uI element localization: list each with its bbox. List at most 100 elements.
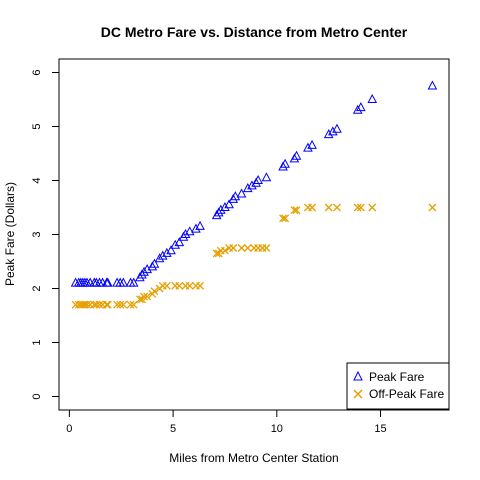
off-peak-fare-point (324, 203, 333, 212)
peak-fare-point (253, 174, 263, 184)
off-peak-fare-point (116, 300, 125, 309)
y-tick-label: 0 (31, 393, 43, 399)
data-points (70, 80, 438, 309)
plot-frame (58, 58, 450, 411)
y-tick-label: 6 (31, 69, 43, 75)
y-tick-label: 5 (31, 123, 43, 129)
plot-area (58, 58, 450, 411)
off-peak-fare-point (143, 292, 152, 301)
off-peak-fare-point (281, 214, 290, 223)
off-peak-fare-point (229, 244, 238, 252)
peak-fare-point (323, 129, 334, 139)
off-peak-fare-point (262, 244, 271, 252)
off-peak-fare-point (243, 244, 252, 252)
legend-peak-fare: Peak Fare (369, 370, 425, 384)
off-peak-fare-point (212, 249, 221, 258)
off-peak-fare-point (103, 300, 112, 309)
peak-fare-point (191, 223, 201, 233)
peak-fare-point (118, 277, 129, 287)
legend-off-peak-fare: Off-Peak Fare (369, 387, 444, 401)
off-peak-fare-point (290, 206, 299, 215)
peak-fare-point (356, 102, 366, 112)
peak-fare-point (162, 247, 172, 257)
peak-fare-point (289, 153, 300, 163)
y-tick-label: 4 (31, 177, 43, 183)
off-peak-fare-point (196, 281, 205, 290)
peak-fare-point (166, 245, 176, 255)
y-tick-label: 1 (31, 339, 43, 345)
off-peak-fare-point (162, 281, 171, 290)
peak-fare-point (211, 210, 222, 220)
y-axis-label: Peak Fare (Dollars) (3, 182, 17, 286)
peak-fare-point (170, 239, 181, 249)
peak-fare-point (427, 80, 438, 90)
x-axis: 0 5 10 15 (66, 409, 387, 435)
x-tick-label: 15 (374, 423, 386, 435)
peak-fare-point (247, 180, 257, 190)
peak-fare-point (213, 207, 224, 217)
peak-fare-point (228, 193, 239, 203)
peak-fare-point (280, 158, 290, 168)
peak-fare-point (157, 250, 168, 260)
peak-fare-point (154, 253, 165, 263)
peak-fare-point (184, 226, 195, 236)
off-peak-fare-point (83, 300, 91, 309)
off-peak-fare-point (150, 287, 159, 296)
off-peak-fare-point (279, 214, 288, 223)
off-peak-fare-point (92, 300, 101, 309)
off-peak-fare-point (308, 203, 317, 212)
off-peak-fare-point (428, 203, 437, 212)
peak-fare-point (102, 277, 113, 287)
off-peak-fare-point (102, 300, 111, 309)
x-tick-label: 0 (66, 423, 72, 435)
peak-fare-point (327, 126, 338, 136)
peak-fare-point (139, 266, 149, 276)
peak-fare-point (174, 237, 185, 247)
off-peak-fare-point (220, 246, 229, 255)
off-peak-fare-point (119, 300, 128, 309)
peak-fare-point (242, 183, 253, 193)
peak-fare-point (307, 139, 317, 149)
peak-fare-point (251, 177, 261, 187)
peak-fare-point (137, 269, 147, 279)
peak-fare-point (220, 201, 230, 211)
legend-box (346, 362, 450, 410)
off-peak-fare-point (175, 281, 184, 290)
y-tick-label: 2 (31, 285, 43, 291)
x-tick-label: 10 (271, 423, 283, 435)
off-peak-fare-point (95, 300, 104, 309)
peak-fare-point (278, 161, 288, 171)
peak-fare-point (195, 220, 205, 230)
off-peak-fare-point (135, 295, 144, 304)
chart-title: DC Metro Fare vs. Distance from Metro Ce… (101, 24, 408, 40)
peak-fare-point (147, 261, 158, 271)
x-axis-label: Miles from Metro Center Station (169, 451, 338, 465)
off-peak-fare-point (353, 203, 362, 212)
peak-fare-point (291, 150, 302, 160)
peak-fare-point (236, 188, 247, 198)
off-peak-fare-point (126, 300, 135, 309)
peak-fare-point (261, 172, 272, 182)
peak-fare-point (135, 272, 145, 282)
legend-x-marker-icon (353, 389, 363, 399)
legend-triangle-icon (353, 370, 363, 381)
off-peak-fare-point (237, 244, 246, 252)
y-axis: 0 1 2 3 4 5 6 (31, 69, 60, 400)
off-peak-fare-point (333, 203, 341, 212)
off-peak-fare-point (368, 203, 377, 212)
peak-fare-point (352, 104, 363, 114)
off-peak-fare-point (140, 292, 149, 301)
peak-fare-point (149, 258, 160, 268)
peak-fare-point (303, 142, 313, 152)
peak-fare-point (180, 228, 191, 238)
off-peak-fare-point (292, 206, 301, 215)
peak-fare-point (230, 191, 241, 201)
off-peak-fare-point (113, 300, 122, 309)
peak-fare-point (367, 93, 378, 103)
peak-fare-point (128, 277, 139, 287)
x-tick-label: 5 (170, 423, 176, 435)
legend: Peak Fare Off-Peak Fare (346, 362, 450, 410)
peak-fare-point (224, 199, 234, 209)
y-tick-label: 3 (31, 231, 43, 237)
